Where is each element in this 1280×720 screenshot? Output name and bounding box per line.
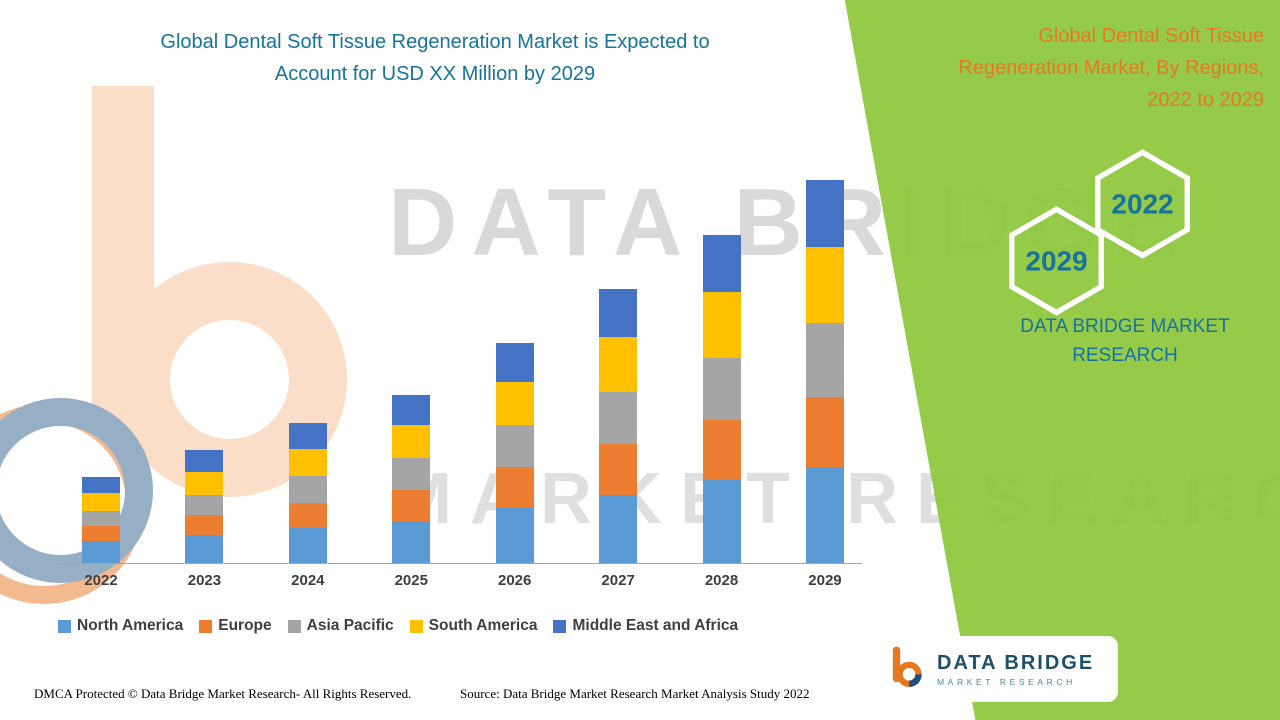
bar-2027: [599, 289, 638, 563]
plot-area: [58, 160, 862, 564]
bar-segment: [495, 343, 534, 382]
data-bridge-logo-icon: [886, 645, 928, 694]
legend-swatch: [553, 619, 567, 633]
bar-segment: [599, 494, 638, 563]
bar-segment: [288, 502, 327, 528]
logo-card: DATA BRIDGE MARKET RESEARCH: [872, 636, 1118, 702]
chart-title-line: Account for USD XX Million by 2029: [274, 63, 596, 85]
bar-segment: [495, 507, 534, 563]
logo-brand-text: DATA BRIDGE: [937, 651, 1095, 674]
brand-text-line: RESEARCH: [1072, 345, 1178, 367]
legend-label: Asia Pacific: [306, 617, 394, 634]
bar-segment: [392, 425, 431, 459]
x-axis-label: 2022: [84, 572, 118, 589]
legend-label: Europe: [218, 617, 272, 634]
legend-swatch: [409, 619, 423, 633]
source-text: Source: Data Bridge Market Research Mark…: [460, 686, 810, 701]
x-axis-label: 2028: [704, 572, 739, 589]
legend-label: South America: [428, 617, 538, 634]
brand-text: DATA BRIDGE MARKET RESEARCH: [975, 312, 1275, 371]
bar-segment: [185, 494, 224, 515]
bar-2022: [82, 477, 120, 563]
bar-segment: [185, 514, 224, 535]
panel-title-line: Regeneration Market, By Regions,: [958, 57, 1264, 79]
bar-2023: [185, 450, 224, 563]
bar-segment: [495, 467, 534, 508]
x-axis-label: 2026: [498, 572, 532, 589]
bar-2025: [392, 394, 431, 563]
legend-item: South America: [409, 617, 538, 635]
bar-segment: [495, 381, 534, 425]
brand-text-line: DATA BRIDGE MARKET: [1020, 316, 1230, 337]
x-axis-label: 2029: [808, 572, 842, 589]
panel-title-line: 2022 to 2029: [1147, 89, 1264, 111]
chart-legend: North America Europe Asia Pacific South Ame…: [58, 617, 738, 635]
hexagon-2022: [1095, 149, 1190, 259]
bar-2028: [702, 234, 741, 563]
logo-sub-text: MARKET RESEARCH: [937, 676, 1076, 687]
panel-title-line: Global Dental Soft Tissue: [1038, 25, 1264, 47]
bar-segment: [185, 534, 224, 563]
legend-item: North America: [58, 617, 183, 635]
bar-segment: [82, 540, 120, 563]
bar-segment: [805, 180, 844, 247]
bar-segment: [82, 525, 120, 541]
year-hexagons: 2022 2029: [1009, 149, 1190, 316]
bar-segment: [392, 458, 431, 491]
bar-segment: [185, 472, 224, 495]
bar-segment: [702, 234, 741, 293]
bar-2029: [805, 180, 844, 563]
panel-title: Global Dental Soft Tissue Regeneration M…: [884, 20, 1264, 116]
dmca-text: DMCA Protected © Data Bridge Market Rese…: [34, 686, 412, 701]
hexagon-2029: [1009, 206, 1104, 316]
legend-item: Asia Pacific: [287, 617, 394, 635]
hexagon-2022-label: 2022: [1111, 189, 1173, 220]
bar-segment: [599, 444, 638, 495]
bar-segment: [288, 423, 327, 450]
bar-segment: [288, 476, 327, 503]
bar-segment: [288, 449, 327, 477]
bar-segment: [392, 520, 431, 563]
bar-segment: [82, 492, 120, 511]
chart-title: Global Dental Soft Tissue Regeneration M…: [70, 26, 800, 90]
legend-swatch: [58, 619, 71, 633]
bar-segment: [805, 396, 844, 468]
bar-segment: [82, 477, 120, 493]
legend-swatch: [287, 619, 301, 633]
x-axis-labels: 2022 2023 2024 2025 2026 2027 2028 2029: [58, 572, 862, 589]
bar-segment: [805, 323, 844, 397]
bar-segment: [599, 337, 638, 392]
bar-segment: [702, 419, 741, 481]
bar-2026: [495, 343, 534, 563]
bar-segment: [702, 357, 741, 420]
bar-segment: [392, 394, 431, 425]
legend-label: North America: [77, 617, 184, 634]
bar-segment: [288, 527, 327, 563]
x-axis-label: 2024: [291, 572, 325, 589]
legend-swatch: [199, 619, 213, 633]
bar-segment: [805, 467, 844, 563]
bar-segment: [495, 424, 534, 468]
x-axis-label: 2025: [394, 572, 428, 589]
hexagon-2029-label: 2029: [1025, 246, 1087, 277]
bar-segment: [82, 510, 120, 526]
x-axis-label: 2027: [601, 572, 635, 589]
bar-segment: [185, 450, 224, 473]
legend-item: Europe: [199, 617, 272, 635]
chart-title-line: Global Dental Soft Tissue Regeneration M…: [160, 31, 710, 53]
legend-label: Middle East and Africa: [572, 617, 739, 634]
bar-segment: [702, 292, 741, 358]
legend-item: Middle East and Africa: [553, 617, 738, 635]
bar-segment: [392, 490, 431, 521]
bar-segment: [702, 480, 741, 563]
bar-2024: [288, 423, 327, 563]
bar-segment: [599, 289, 638, 338]
bar-segment: [805, 246, 844, 324]
x-axis-label: 2023: [187, 572, 222, 589]
bar-segment: [599, 391, 638, 445]
